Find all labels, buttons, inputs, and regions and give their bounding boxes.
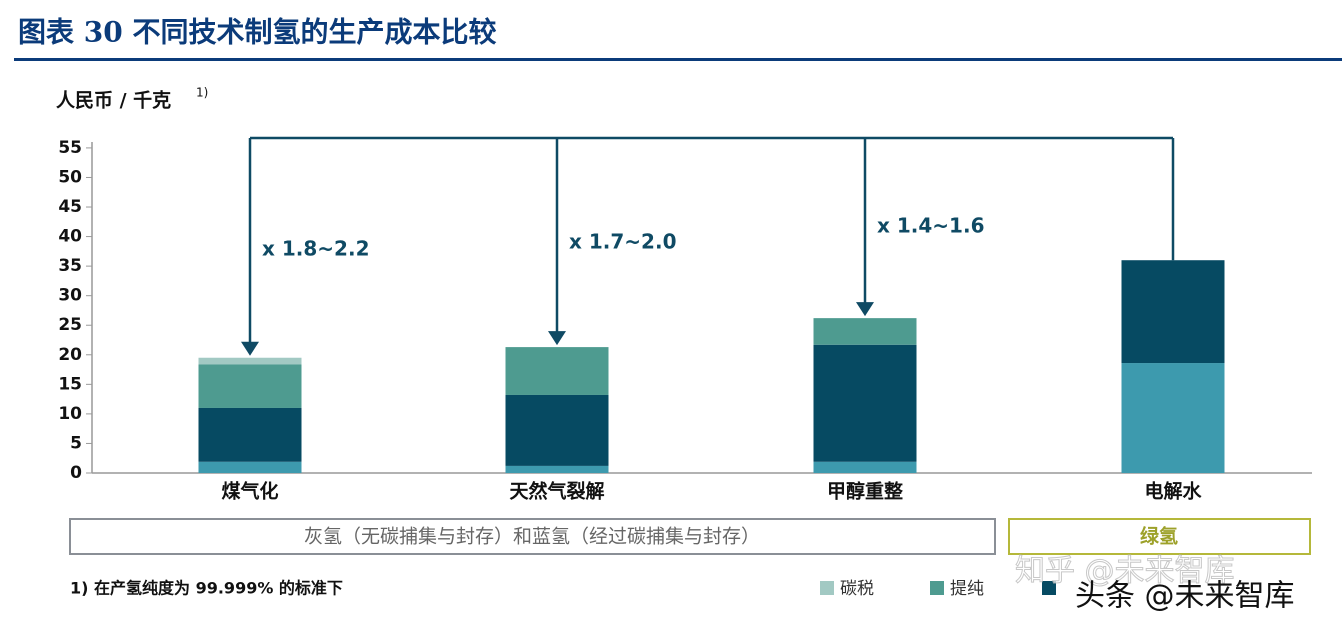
legend-label: 碳税 bbox=[840, 579, 874, 599]
bar-segment bbox=[505, 347, 609, 395]
legend-swatch bbox=[930, 581, 944, 595]
x-tick-label: 电解水 bbox=[1144, 480, 1202, 503]
x-tick-label: 天然气裂解 bbox=[509, 480, 604, 503]
group-box bbox=[1008, 518, 1311, 555]
x-tick-label: 甲醇重整 bbox=[827, 480, 903, 503]
chart-title: 图表 30 不同技术制氢的生产成本比较 bbox=[18, 16, 496, 49]
bar-segment bbox=[198, 357, 302, 365]
y-tick-label: 0 bbox=[70, 463, 82, 483]
bar-segment bbox=[813, 344, 917, 462]
annotation: x 1.4~1.6 bbox=[877, 214, 984, 238]
y-tick-label: 45 bbox=[58, 197, 82, 217]
group-label: 灰氢（无碳捕集与封存）和蓝氢（经过碳捕集与封存） bbox=[304, 526, 760, 548]
y-axis-label: 人民币 / 千克 bbox=[56, 89, 171, 112]
group-box bbox=[69, 518, 996, 555]
bar-segment bbox=[505, 394, 609, 466]
legend-swatch bbox=[1042, 581, 1056, 595]
y-tick-label: 15 bbox=[58, 374, 82, 394]
bar-segment bbox=[198, 364, 302, 408]
y-tick-label: 5 bbox=[70, 433, 82, 453]
watermark: 知乎 @未来智库 bbox=[1015, 554, 1235, 589]
arrow-head bbox=[856, 302, 874, 317]
y-tick-label: 25 bbox=[58, 315, 82, 335]
y-tick-label: 40 bbox=[58, 227, 82, 247]
legend-swatch bbox=[820, 581, 834, 595]
title-rule bbox=[14, 58, 1342, 61]
legend-label: 提纯 bbox=[950, 579, 984, 599]
y-tick-label: 30 bbox=[58, 286, 82, 306]
y-axis-note: 1) bbox=[196, 86, 208, 100]
arrow-head bbox=[241, 341, 259, 356]
bar-segment bbox=[813, 318, 917, 345]
bar-segment bbox=[813, 461, 917, 473]
y-tick-label: 10 bbox=[58, 404, 82, 424]
bar-segment bbox=[198, 407, 302, 462]
arrow-head bbox=[548, 331, 566, 346]
annotation: x 1.7~2.0 bbox=[569, 230, 676, 254]
bar-segment bbox=[1121, 260, 1225, 364]
y-tick-label: 55 bbox=[58, 138, 82, 158]
watermark: 头条 @未来智库 bbox=[1075, 579, 1295, 614]
x-tick-label: 煤气化 bbox=[221, 480, 278, 503]
y-tick-label: 50 bbox=[58, 167, 82, 187]
bar-segment bbox=[1121, 363, 1225, 473]
y-tick-label: 20 bbox=[58, 345, 82, 365]
group-label: 绿氢 bbox=[1140, 525, 1178, 548]
bar-segment bbox=[505, 465, 609, 473]
y-tick-label: 35 bbox=[58, 256, 82, 276]
bar-segment bbox=[198, 461, 302, 473]
annotation: x 1.8~2.2 bbox=[262, 237, 369, 261]
footnote: 1) 在产氢纯度为 99.999% 的标准下 bbox=[70, 579, 343, 598]
